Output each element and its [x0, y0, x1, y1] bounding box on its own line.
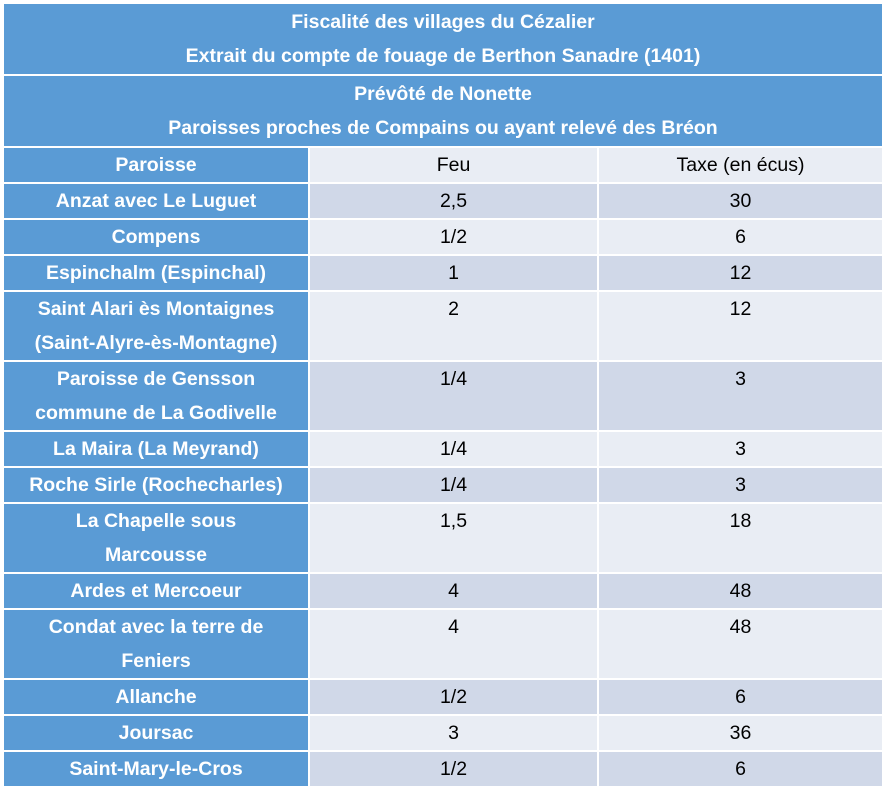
table-row: Paroisse de Gensson commune de La Godivel…	[2, 360, 884, 432]
taxe-cell: 6	[597, 678, 884, 716]
table-row: La Maira (La Meyrand) 1/4 3	[2, 430, 884, 468]
paroisse-cell: Paroisse de Gensson commune de La Godivel…	[2, 360, 310, 432]
table-row: Roche Sirle (Rochecharles) 1/4 3	[2, 466, 884, 504]
subtitle-line-1: Prévôté de Nonette	[354, 83, 532, 105]
table-row: Condat avec la terre de Feniers 4 48	[2, 608, 884, 680]
paroisse-name-line-1: Roche Sirle (Rochecharles)	[29, 474, 283, 496]
title-line-2: Extrait du compte de fouage de Berthon S…	[185, 45, 701, 67]
taxe-cell: 30	[597, 182, 884, 220]
taxe-cell: 12	[597, 290, 884, 362]
paroisse-name-line-2: Marcousse	[105, 544, 207, 566]
subtitle-line-2: Paroisses proches de Compains ou ayant r…	[168, 117, 718, 139]
taxe-cell: 48	[597, 572, 884, 610]
paroisse-name-line-1: Anzat avec Le Luguet	[55, 190, 257, 212]
title-line-1: Fiscalité des villages du Cézalier	[291, 11, 595, 33]
paroisse-cell: Espinchalm (Espinchal)	[2, 254, 310, 292]
paroisse-name-line-1: Joursac	[118, 722, 194, 744]
paroisse-name-line-1: Paroisse de Gensson	[56, 368, 256, 390]
taxe-cell: 12	[597, 254, 884, 292]
table-row: Saint-Mary-le-Cros 1/2 6	[2, 750, 884, 788]
table-subtitle-row: Prévôté de Nonette Paroisses proches de …	[2, 74, 884, 148]
feu-cell: 2,5	[308, 182, 599, 220]
taxe-cell: 6	[597, 218, 884, 256]
paroisse-name-line-1: Espinchalm (Espinchal)	[46, 262, 266, 284]
paroisse-cell: Compens	[2, 218, 310, 256]
paroisse-name-line-1: Saint-Mary-le-Cros	[69, 758, 243, 780]
table-title-row: Fiscalité des villages du Cézalier Extra…	[2, 2, 884, 76]
paroisse-cell: Anzat avec Le Luguet	[2, 182, 310, 220]
column-header-feu: Feu	[308, 146, 599, 184]
paroisse-name-line-1: Allanche	[115, 686, 197, 708]
feu-cell: 1/2	[308, 218, 599, 256]
feu-cell: 1/4	[308, 360, 599, 432]
feu-cell: 3	[308, 714, 599, 752]
paroisse-cell: Saint-Mary-le-Cros	[2, 750, 310, 788]
paroisse-name-line-1: La Chapelle sous	[75, 510, 237, 532]
column-header-paroisse: Paroisse	[2, 146, 310, 184]
taxe-cell: 3	[597, 430, 884, 468]
feu-cell: 1/4	[308, 466, 599, 504]
feu-cell: 4	[308, 572, 599, 610]
paroisse-name-line-1: Saint Alari ès Montaignes	[37, 298, 275, 320]
taxe-cell: 3	[597, 466, 884, 504]
taxe-cell: 3	[597, 360, 884, 432]
column-header-row: Paroisse Feu Taxe (en écus)	[2, 146, 884, 184]
feu-cell: 1	[308, 254, 599, 292]
table-subtitle: Prévôté de Nonette Paroisses proches de …	[2, 74, 884, 148]
table-row: Compens 1/2 6	[2, 218, 884, 256]
paroisse-name-line-1: Condat avec la terre de	[48, 616, 264, 638]
taxe-cell: 36	[597, 714, 884, 752]
table-title: Fiscalité des villages du Cézalier Extra…	[2, 2, 884, 76]
table-row: Espinchalm (Espinchal) 1 12	[2, 254, 884, 292]
paroisse-cell: Ardes et Mercoeur	[2, 572, 310, 610]
paroisse-name-line-2: (Saint-Alyre-ès-Montagne)	[34, 332, 278, 354]
table-row: Saint Alari ès Montaignes (Saint-Alyre-ès…	[2, 290, 884, 362]
taxe-cell: 18	[597, 502, 884, 574]
table-row: La Chapelle sous Marcousse 1,5 18	[2, 502, 884, 574]
feu-cell: 1/4	[308, 430, 599, 468]
paroisse-cell: Joursac	[2, 714, 310, 752]
paroisse-cell: La Maira (La Meyrand)	[2, 430, 310, 468]
feu-cell: 2	[308, 290, 599, 362]
table-row: Anzat avec Le Luguet 2,5 30	[2, 182, 884, 220]
paroisse-name-line-2: commune de La Godivelle	[35, 402, 277, 424]
paroisse-name-line-1: Ardes et Mercoeur	[70, 580, 242, 602]
paroisse-name-line-2: Feniers	[121, 650, 191, 672]
paroisse-name-line-1: La Maira (La Meyrand)	[53, 438, 259, 460]
paroisse-cell: Saint Alari ès Montaignes (Saint-Alyre-ès…	[2, 290, 310, 362]
feu-cell: 1/2	[308, 678, 599, 716]
column-header-taxe: Taxe (en écus)	[597, 146, 884, 184]
table-row: Joursac 3 36	[2, 714, 884, 752]
paroisse-name-line-1: Compens	[111, 226, 201, 248]
paroisse-cell: La Chapelle sous Marcousse	[2, 502, 310, 574]
taxe-cell: 48	[597, 608, 884, 680]
feu-cell: 4	[308, 608, 599, 680]
table-row: Ardes et Mercoeur 4 48	[2, 572, 884, 610]
paroisse-cell: Condat avec la terre de Feniers	[2, 608, 310, 680]
feu-cell: 1,5	[308, 502, 599, 574]
feu-cell: 1/2	[308, 750, 599, 788]
table-row: Allanche 1/2 6	[2, 678, 884, 716]
paroisse-cell: Roche Sirle (Rochecharles)	[2, 466, 310, 504]
paroisse-cell: Allanche	[2, 678, 310, 716]
taxe-cell: 6	[597, 750, 884, 788]
